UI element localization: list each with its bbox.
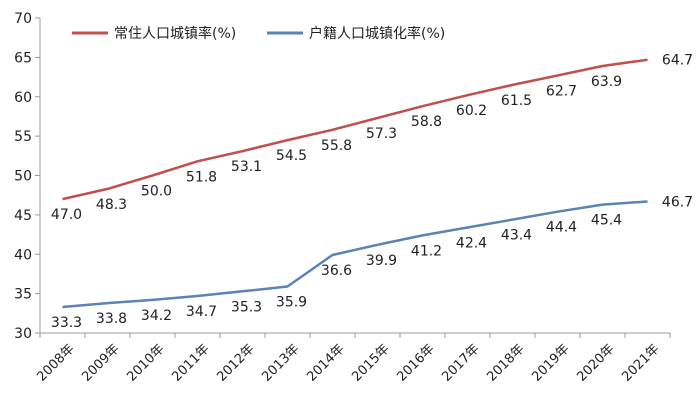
x-tick-label: 2008年 xyxy=(34,341,77,384)
x-tick-label: 2010年 xyxy=(124,341,167,384)
data-label: 35.3 xyxy=(231,299,262,315)
data-labels: 47.0 48.3 50.0 51.8 53.1 54.5 55.8 57.3 58.8 60.2… xyxy=(51,53,693,331)
legend-label: 户籍人口城镇化率(%) xyxy=(309,25,445,42)
y-tick-label: 70 xyxy=(14,11,32,27)
series-line xyxy=(62,58,648,201)
x-tick-label: 2019年 xyxy=(529,341,572,384)
x-tick-label: 2015年 xyxy=(349,341,392,384)
x-tick-label: 2017年 xyxy=(439,341,482,384)
data-label: 48.3 xyxy=(96,197,127,213)
data-label: 61.5 xyxy=(501,93,532,109)
data-label: 62.7 xyxy=(546,83,577,99)
x-tick-label: 2012年 xyxy=(214,341,257,384)
y-tick-label: 65 xyxy=(14,50,32,66)
y-tick-label: 35 xyxy=(14,287,32,303)
y-tick-label: 55 xyxy=(14,129,32,145)
data-label: 44.4 xyxy=(546,220,577,236)
data-label: 33.8 xyxy=(96,311,127,327)
data-label: 64.7 xyxy=(662,53,693,69)
x-tick-label: 2016年 xyxy=(394,341,437,384)
series-line xyxy=(62,200,648,309)
data-label: 43.4 xyxy=(501,228,532,244)
series-lines xyxy=(62,58,648,309)
data-label: 39.9 xyxy=(366,253,397,269)
data-label: 34.2 xyxy=(141,308,172,324)
x-tick-label: 2021年 xyxy=(619,341,662,384)
data-label: 51.8 xyxy=(186,169,217,185)
y-tick-label: 40 xyxy=(14,247,32,263)
x-tick-label: 2009年 xyxy=(79,341,122,384)
data-label: 35.9 xyxy=(276,295,307,311)
y-tick-label: 50 xyxy=(14,169,32,185)
data-label: 33.3 xyxy=(51,315,82,331)
data-label: 45.4 xyxy=(591,213,622,229)
x-tick-label: 2020年 xyxy=(574,341,617,384)
data-label: 46.7 xyxy=(662,194,693,210)
data-label: 58.8 xyxy=(411,114,442,130)
data-label: 47.0 xyxy=(51,207,82,223)
data-label: 57.3 xyxy=(366,126,397,142)
data-label: 60.2 xyxy=(456,103,487,119)
data-label: 34.7 xyxy=(186,304,217,320)
y-tick-label: 60 xyxy=(14,90,32,106)
data-label: 41.2 xyxy=(411,243,442,259)
legend: 常住人口城镇率(%) 户籍人口城镇化率(%) xyxy=(72,25,445,42)
data-label: 54.5 xyxy=(276,148,307,164)
x-tick-label: 2014年 xyxy=(304,341,347,384)
y-tick-label: 45 xyxy=(14,208,32,224)
data-label: 53.1 xyxy=(231,159,262,175)
data-label: 42.4 xyxy=(456,235,487,251)
legend-label: 常住人口城镇率(%) xyxy=(114,25,236,42)
data-label: 36.6 xyxy=(321,263,352,279)
x-tick-label: 2013年 xyxy=(259,341,302,384)
y-tick-label: 30 xyxy=(14,326,32,342)
data-label: 50.0 xyxy=(141,184,172,200)
data-label: 55.8 xyxy=(321,138,352,154)
x-tick-label: 2011年 xyxy=(169,341,212,384)
data-label: 63.9 xyxy=(591,74,622,90)
x-tick-label: 2018年 xyxy=(484,341,527,384)
